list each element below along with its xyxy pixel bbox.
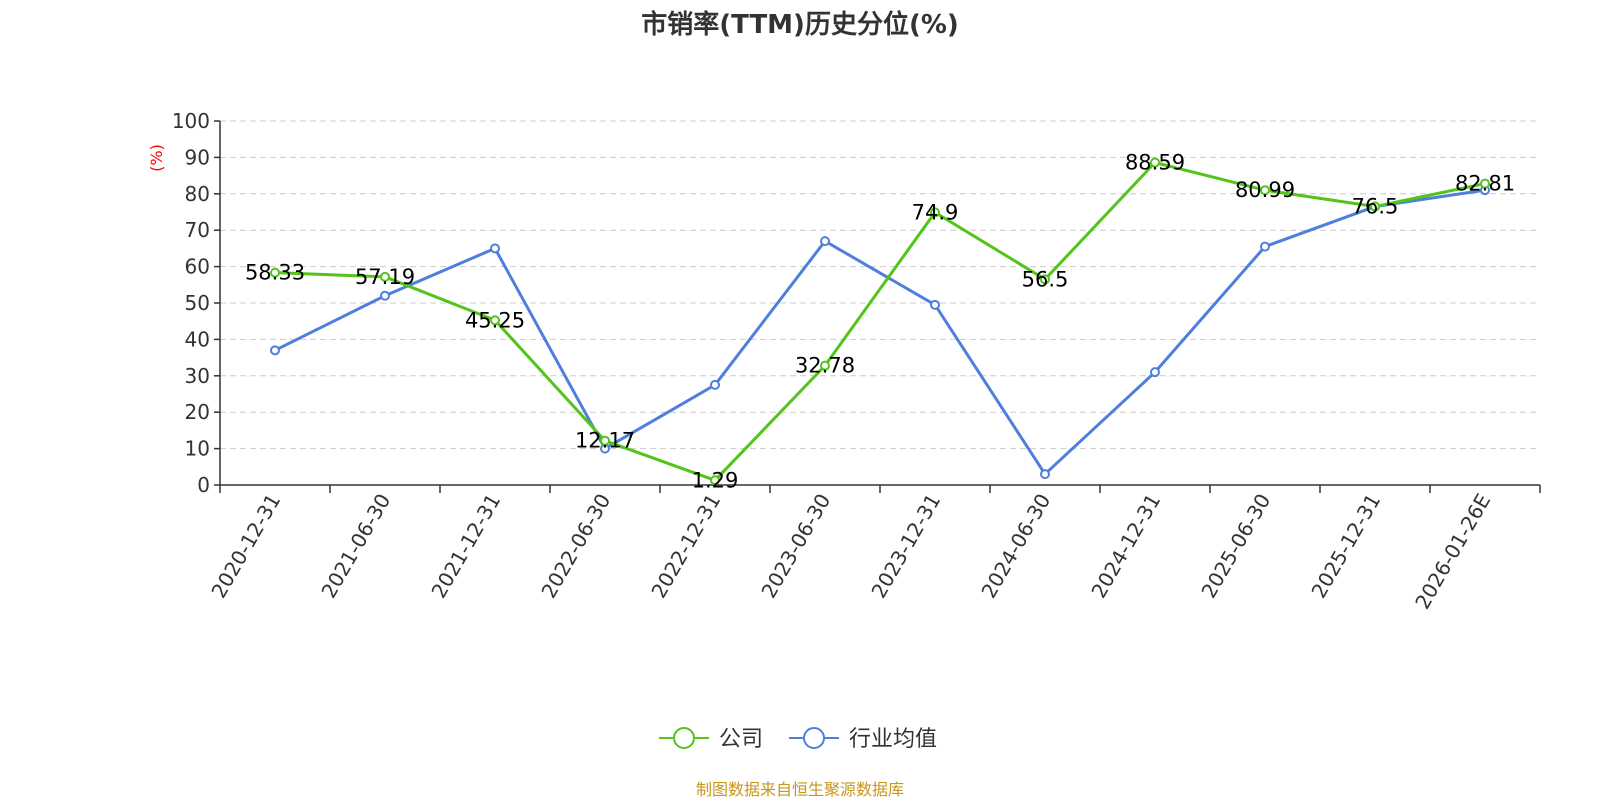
y-tick-label: 0 — [197, 473, 210, 497]
data-label: 32.78 — [795, 354, 855, 378]
data-point[interactable] — [380, 271, 390, 282]
y-tick-label: 90 — [185, 145, 210, 169]
data-point[interactable] — [820, 360, 830, 371]
data-label: 82.81 — [1455, 172, 1515, 196]
y-tick-label: 30 — [185, 364, 210, 388]
data-point[interactable] — [710, 475, 720, 486]
data-point[interactable] — [270, 267, 280, 278]
data-label: 74.9 — [912, 200, 959, 224]
data-point[interactable] — [600, 435, 610, 446]
data-point[interactable] — [270, 345, 280, 356]
legend-label[interactable]: 行业均值 — [849, 727, 937, 752]
data-point[interactable] — [930, 207, 940, 218]
y-tick-label: 60 — [185, 255, 210, 279]
data-point[interactable] — [930, 299, 940, 310]
axis-layer: 0 10 20 30 40 50 60 70 80 90 100 2020-12-31 2021-06-… — [172, 109, 1541, 614]
legend-swatch-marker[interactable] — [673, 727, 695, 749]
x-tick-label: 2020-12-31 — [206, 490, 285, 603]
data-point[interactable] — [1370, 201, 1380, 212]
x-tick-label: 2026-01-26E — [1410, 490, 1495, 614]
data-point[interactable] — [1150, 157, 1160, 168]
x-tick-label: 2023-06-30 — [756, 490, 835, 603]
y-tick-label: 100 — [172, 109, 210, 133]
data-label: 57.19 — [355, 265, 415, 289]
data-point[interactable] — [1480, 178, 1490, 189]
series-line-1 — [274, 188, 1486, 476]
x-tick-label: 2023-12-31 — [866, 490, 945, 603]
data-point[interactable] — [490, 243, 500, 254]
x-tick-label: 2021-06-30 — [316, 490, 395, 603]
chart-title: 市销率(TTM)历史分位(%) — [641, 9, 959, 40]
x-tick-label: 2025-12-31 — [1306, 490, 1385, 603]
y-tick-label: 80 — [185, 182, 210, 206]
x-tick-label: 2024-06-30 — [976, 490, 1055, 603]
data-label-layer: 58.33 57.19 45.25 12.17 1.29 32.78 74.9 56.5 88.… — [245, 151, 1515, 493]
series-layer — [270, 157, 1490, 486]
data-point[interactable] — [1260, 241, 1270, 252]
data-point[interactable] — [820, 236, 830, 247]
series-line-0 — [274, 161, 1486, 482]
data-point[interactable] — [1040, 469, 1050, 480]
data-label: 56.5 — [1022, 267, 1069, 291]
data-point[interactable] — [1150, 367, 1160, 378]
data-point[interactable] — [380, 290, 390, 301]
data-label: 1.29 — [692, 468, 739, 492]
data-point[interactable] — [1040, 274, 1050, 285]
y-tick-label: 70 — [185, 218, 210, 242]
x-tick-label: 2024-12-31 — [1086, 490, 1165, 603]
data-point[interactable] — [710, 379, 720, 390]
y-axis-unit: (%) — [147, 144, 166, 172]
y-tick-label: 50 — [185, 291, 210, 315]
data-point[interactable] — [1260, 185, 1270, 196]
grid-layer — [220, 120, 1540, 450]
data-label: 45.25 — [465, 308, 525, 332]
data-label: 12.17 — [575, 429, 635, 453]
legend-swatch-marker[interactable] — [803, 727, 825, 749]
data-label: 58.33 — [245, 261, 305, 285]
x-tick-label: 2021-12-31 — [426, 490, 505, 603]
legend-label[interactable]: 公司 — [719, 727, 763, 752]
x-tick-label: 2022-12-31 — [646, 490, 725, 603]
y-tick-label: 40 — [185, 327, 210, 351]
x-tick-label: 2025-06-30 — [1196, 490, 1275, 603]
y-tick-label: 20 — [185, 400, 210, 424]
x-tick-label: 2022-06-30 — [536, 490, 615, 603]
data-point[interactable] — [490, 315, 500, 326]
source-note: 制图数据来自恒生聚源数据库 — [696, 780, 904, 799]
data-label: 80.99 — [1235, 178, 1295, 202]
data-label: 76.5 — [1352, 195, 1399, 219]
data-label: 88.59 — [1125, 151, 1185, 175]
y-tick-label: 10 — [185, 437, 210, 461]
legend: 公司 行业均值 — [659, 727, 937, 752]
